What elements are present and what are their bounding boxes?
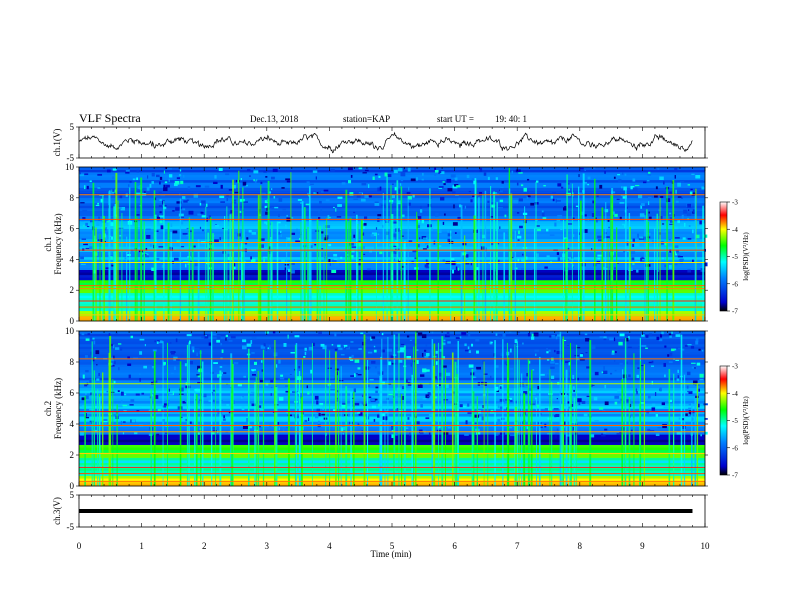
colorbar-tick-label: -7 <box>732 472 738 480</box>
waveform-series <box>78 131 693 154</box>
y-axis-label: Frequency (kHz) <box>53 213 63 274</box>
x-tick-label: 5 <box>390 541 395 551</box>
x-axis-label: Time (min) <box>371 549 412 559</box>
y-axis-label: ch.2 <box>43 401 53 416</box>
colorbar-tick-label: -3 <box>732 363 738 371</box>
y-tick-label: 8 <box>70 193 75 203</box>
y-tick-label: 5 <box>70 122 75 132</box>
colorbar-tick-label: -4 <box>732 226 738 234</box>
station-label: station=KAP <box>343 114 390 124</box>
colorbar <box>719 201 728 312</box>
panel-frame <box>78 126 706 159</box>
x-tick-label: 7 <box>515 541 520 551</box>
colorbar-label: log(PSD)(V²/Hz) <box>742 232 750 281</box>
start-ut-label: start UT = <box>437 114 474 124</box>
panel-ch3-waveform: 5 -5 ch.3(V) <box>52 490 708 532</box>
x-tick-label: 3 <box>265 541 270 551</box>
y-tick-label: 6 <box>70 388 75 398</box>
y-tick-label: 0 <box>70 481 75 491</box>
spectrogram-image <box>79 167 708 322</box>
y-tick-label: 2 <box>70 450 75 460</box>
colorbar-tick-label: -7 <box>732 308 738 316</box>
y-tick-label: 8 <box>70 357 75 367</box>
y-tick-label: 6 <box>70 224 75 234</box>
x-tick-label: 2 <box>202 541 207 551</box>
colorbar-tick-label: -3 <box>732 199 738 207</box>
x-tick-label: 10 <box>701 541 711 551</box>
y-axis-label: ch.1(V) <box>52 129 62 157</box>
panel-ch1-waveform: 5 -5 ch.1(V) <box>52 122 708 163</box>
y-tick-label: 10 <box>65 326 75 336</box>
y-axis-label: Frequency (kHz) <box>53 378 63 439</box>
colorbar-tick-label: -6 <box>732 444 738 452</box>
y-axis-label: ch.3(V) <box>52 497 62 525</box>
figure-title: VLF Spectra <box>79 111 141 125</box>
x-tick-label: 8 <box>578 541 583 551</box>
x-tick-label: 9 <box>640 541 645 551</box>
y-tick-label: 2 <box>70 285 75 295</box>
colorbar-label: log(PSD)(V²/Hz) <box>742 396 750 445</box>
colorbar-tick-label: -6 <box>732 280 738 288</box>
x-tick-label: 6 <box>452 541 457 551</box>
y-tick-label: -5 <box>67 522 75 532</box>
x-tick-label: 4 <box>327 541 332 551</box>
y-axis-label: ch.1 <box>43 236 53 251</box>
colorbar-tick-label: -5 <box>732 253 738 261</box>
y-tick-label: -5 <box>67 153 75 163</box>
colorbar <box>719 365 728 476</box>
x-tick-label: 0 <box>77 541 82 551</box>
start-time-value: 19: 40: 1 <box>495 114 527 124</box>
y-tick-label: 10 <box>65 162 75 172</box>
x-tick-label: 1 <box>139 541 144 551</box>
panel-ch2-spectrogram: -3 -4 -5 -6 -7 log(PSD)(V²/Hz) 0 2 4 6 8 10 ch.2 Freq… <box>43 326 750 491</box>
y-tick-label: 4 <box>70 419 75 429</box>
panel-ch1-spectrogram: -3 -4 -5 -6 -7 log(PSD)(V²/Hz) 0 2 4 6 8 10 ch.1 Freq… <box>43 162 750 326</box>
colorbar-tick-label: -5 <box>732 417 738 425</box>
spectrogram-image <box>79 331 708 487</box>
y-tick-label: 5 <box>70 490 75 500</box>
date-label: Dec.13, 2018 <box>250 114 299 124</box>
colorbar-tick-label: -4 <box>732 390 738 398</box>
y-tick-label: 4 <box>70 254 75 264</box>
panels: 5 -5 ch.1(V) -3 -4 -5 -6 -7 log(PSD)(V²/Hz) 0 2 4 6 8… <box>43 122 750 551</box>
y-tick-label: 0 <box>70 316 75 326</box>
